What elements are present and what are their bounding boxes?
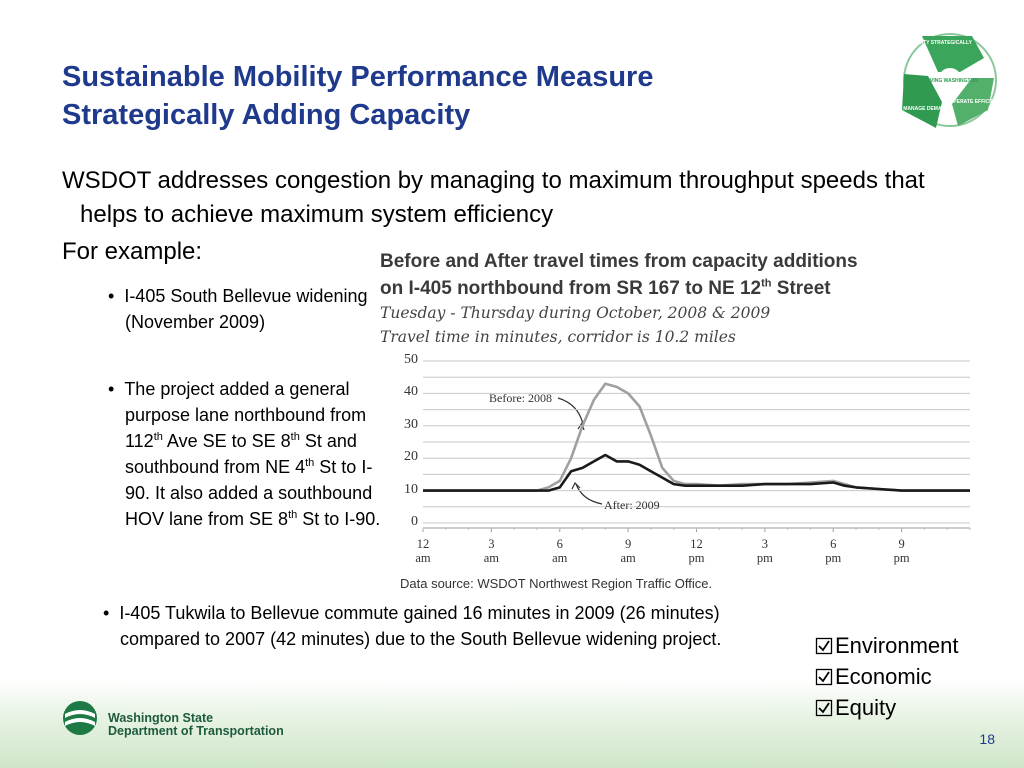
text-run: St and southbound from NE 4 — [125, 431, 357, 477]
x-tick-label: 9 am — [620, 537, 636, 565]
y-tick-label: 30 — [404, 416, 418, 432]
checkbox — [815, 699, 833, 716]
arrow-head — [577, 421, 585, 431]
text-run: St to I-90. — [297, 509, 381, 529]
checkbox — [815, 637, 833, 654]
logo-label: MOVING WASHINGTON — [922, 78, 978, 84]
rich: The project added a general purpose lane… — [124, 379, 380, 529]
superscript: th — [288, 509, 298, 521]
text-run: I-405 South Bellevue widening (November … — [124, 286, 368, 332]
logo-wave — [65, 710, 95, 726]
x-tick-label: 9 pm — [893, 537, 910, 565]
arrow-head — [571, 481, 581, 490]
slide-title: Sustainable Mobility Performance Measure… — [62, 58, 782, 134]
text-run: on I-405 northbound from SR 167 to NE 12 — [380, 278, 762, 299]
check-item: Equity — [815, 692, 959, 723]
superscript: th — [153, 431, 163, 443]
x-tick-label: 6 am — [552, 537, 568, 565]
footer-text: Washington State — [108, 711, 214, 725]
superscript: th — [290, 431, 300, 443]
annotation-arrow — [557, 397, 584, 425]
chart-subtitle: Travel time in minutes, corridor is 10.2… — [380, 328, 736, 346]
logo — [902, 33, 997, 128]
annotation-arrow — [575, 483, 603, 505]
checklist: Environment Economic Equity — [815, 630, 959, 723]
check-item: Environment — [815, 630, 959, 661]
footer-band — [0, 680, 1024, 768]
logo-label: ADD CAPACITY STRATEGICALLY — [892, 40, 972, 46]
logo-arrow — [902, 74, 942, 128]
logo-arrow — [952, 78, 994, 126]
chart-title: on I-405 northbound from SR 167 to NE 12… — [380, 278, 831, 300]
check-text: Economic — [835, 664, 932, 689]
series-line — [423, 453, 970, 492]
rich: I-405 South Bellevue widening (November … — [124, 286, 367, 332]
text-run: Street — [771, 278, 831, 299]
x-tick-label: 12 am — [415, 537, 431, 565]
sub-bullet: • I-405 South Bellevue widening (Novembe… — [108, 283, 387, 335]
y-tick-label: 0 — [411, 514, 418, 529]
x-tick-label: 3 pm — [756, 537, 773, 565]
check-text: Equity — [835, 695, 897, 720]
check-text: Environment — [835, 633, 959, 658]
x-tick-label: 12 pm — [688, 537, 705, 565]
bullet-text: I-405 Tukwila to Bellevue commute gained… — [119, 603, 722, 649]
annotation: Before: 2008 — [489, 391, 552, 405]
bullet-dot: • — [108, 379, 125, 399]
checkbox — [815, 668, 833, 685]
bullet-dot: • — [108, 286, 125, 306]
chart-title: Before and After travel times from capac… — [380, 251, 858, 272]
logo-arrow — [922, 36, 984, 72]
text-run: St to I-90. It also added a southbound H… — [125, 457, 373, 529]
y-tick-label: 20 — [404, 449, 418, 465]
bullet-dot: • — [103, 603, 120, 623]
x-tick-label: 6 pm — [825, 537, 842, 565]
page-number: 18 — [979, 731, 995, 747]
x-tick-label: 3 am — [483, 537, 500, 565]
y-tick-label: 40 — [404, 384, 418, 400]
superscript: th — [305, 457, 315, 469]
wsdot-logo — [63, 701, 97, 735]
superscript: th — [761, 277, 772, 290]
y-tick-label: 10 — [404, 481, 418, 497]
intro-text: WSDOT addresses congestion by managing t… — [62, 167, 925, 228]
sub-bullet: • The project added a general purpose la… — [108, 376, 387, 532]
footer-text: Department of Transportation — [108, 724, 284, 738]
check-item: Economic — [815, 661, 959, 692]
bullet: • I-405 Tukwila to Bellevue commute gain… — [103, 600, 780, 652]
example-label: For example: — [62, 238, 203, 265]
logo-center — [938, 68, 962, 92]
title-line: Sustainable Mobility Performance Measure — [62, 61, 654, 93]
chart-source: Data source: WSDOT Northwest Region Traf… — [400, 576, 713, 591]
title-line: Strategically Adding Capacity — [62, 99, 471, 131]
logo-label: MANAGE DEMAND — [903, 106, 949, 112]
logo-label: OPERATE EFFICIENTLY — [950, 99, 1008, 105]
y-tick-label: 50 — [404, 352, 418, 367]
chart-subtitle: Tuesday - Thursday during October, 2008 … — [380, 304, 771, 322]
annotation: After: 2009 — [604, 498, 660, 512]
text-run: Ave SE to SE 8 — [162, 431, 291, 451]
text-run: The project added a general purpose lane… — [124, 379, 367, 451]
